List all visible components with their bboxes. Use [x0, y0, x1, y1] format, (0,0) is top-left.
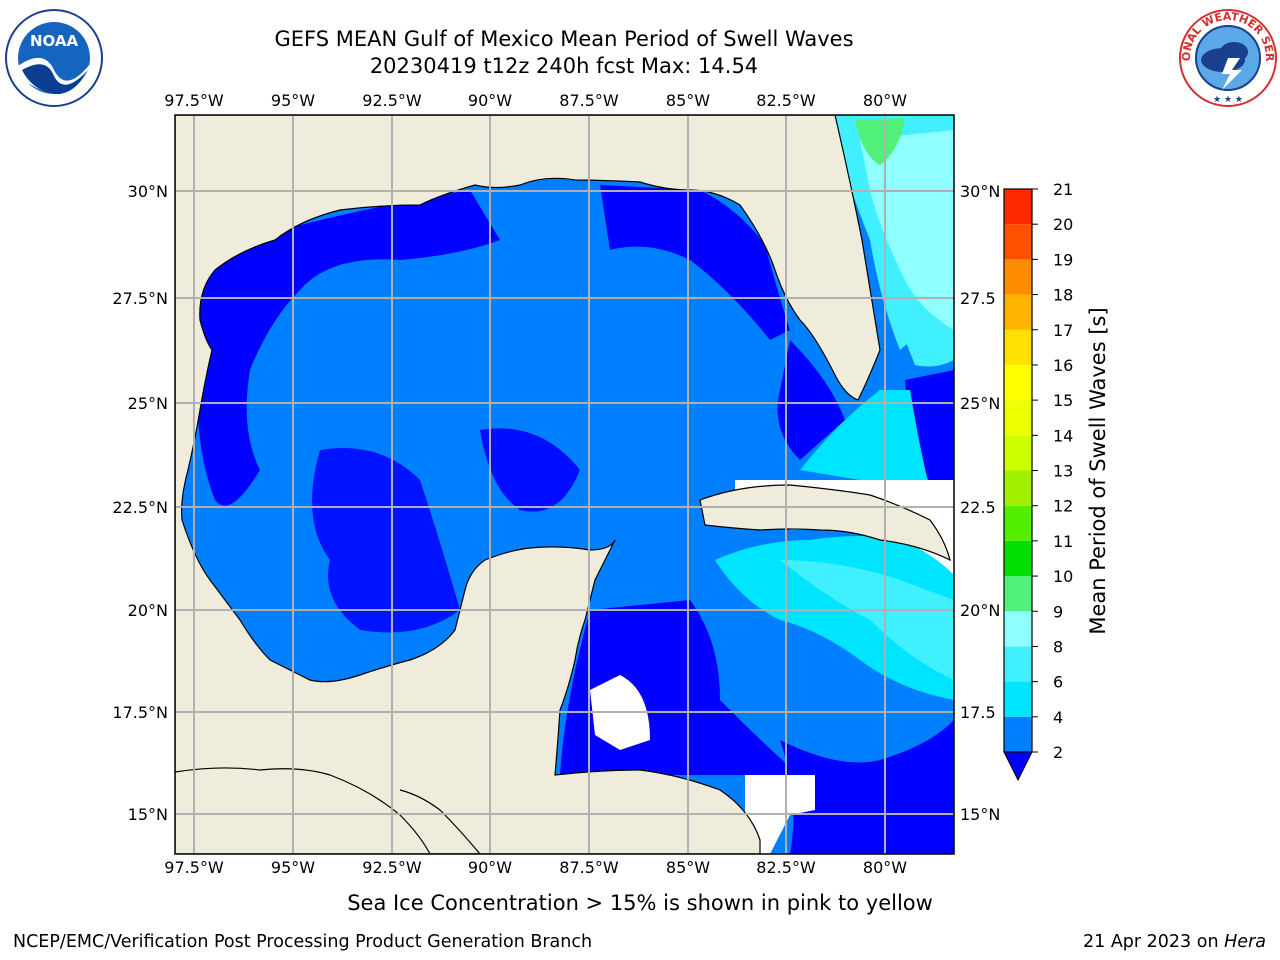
- lon-label: 97.5°W: [164, 858, 224, 877]
- lon-label: 87.5°W: [559, 858, 619, 877]
- colorbar-tick-label: 19: [1053, 250, 1073, 269]
- colorbar-bin: [1004, 470, 1032, 506]
- colorbar-extend-arrow: [1003, 751, 1033, 782]
- colorbar-bin: [1004, 259, 1032, 295]
- chart-subtitle: 20230419 t12z 240h fcst Max: 14.54: [369, 54, 759, 78]
- nws-stars: ★ ★ ★: [1213, 95, 1243, 105]
- colorbar-tick-label: 4: [1053, 708, 1063, 727]
- pacific-coastline: [175, 767, 481, 854]
- producer-credit: NCEP/EMC/Verification Post Processing Pr…: [13, 932, 593, 952]
- graticule: [175, 115, 954, 854]
- lat-label: 15°N: [960, 805, 1000, 824]
- colorbar-bin: [1004, 611, 1032, 647]
- colorbar: [1003, 188, 1033, 782]
- run-date-text: 21 Apr 2023 on: [1082, 932, 1219, 952]
- lon-label: 92.5°W: [362, 858, 422, 877]
- colorbar-tick-label: 11: [1053, 532, 1073, 551]
- lon-label: 85°W: [666, 858, 710, 877]
- swell-period-9-10-field: [855, 118, 905, 165]
- lat-labels-right: 30°N 27.5 25°N 22.5 20°N 17.5 15°N: [960, 182, 1000, 824]
- lon-labels-top: 97.5°W 95°W 92.5°W 90°W 87.5°W 85°W 82.5…: [164, 91, 907, 110]
- colorbar-tick-label: 10: [1053, 567, 1073, 586]
- chart-title: GEFS MEAN Gulf of Mexico Mean Period of …: [274, 27, 854, 51]
- colorbar-bin: [1004, 400, 1032, 436]
- lat-label: 25°N: [960, 394, 1000, 413]
- colorbar-tick-label: 18: [1053, 286, 1073, 305]
- lon-label: 82.5°W: [756, 91, 816, 110]
- lat-label: 22.5°N: [112, 498, 168, 517]
- lat-label: 20°N: [960, 601, 1000, 620]
- lat-label: 15°N: [128, 805, 168, 824]
- colorbar-tick-label: 20: [1053, 215, 1073, 234]
- colorbar-tick-label: 21: [1053, 180, 1073, 199]
- colorbar-tick-label: 16: [1053, 356, 1073, 375]
- lon-labels-bottom: 97.5°W 95°W 92.5°W 90°W 87.5°W 85°W 82.5…: [164, 858, 907, 877]
- land-north-central-america: [175, 115, 881, 854]
- colorbar-tick-label: 6: [1053, 673, 1063, 692]
- swell-period-4-6-field: [715, 390, 954, 700]
- colorbar-bin: [1004, 681, 1032, 717]
- colorbar-bin: [1004, 435, 1032, 471]
- colorbar-bin: [1004, 540, 1032, 577]
- lat-label: 30°N: [128, 182, 168, 201]
- lon-label: 92.5°W: [362, 91, 422, 110]
- colorbar-tick-label: 17: [1053, 321, 1073, 340]
- noaa-logo-text: NOAA: [30, 32, 79, 50]
- lon-label: 82.5°W: [756, 858, 816, 877]
- lat-label: 22.5: [960, 498, 996, 517]
- colorbar-bin: [1004, 646, 1032, 682]
- colorbar-tick-label: 14: [1053, 426, 1073, 445]
- sea-ice-note: Sea Ice Concentration > 15% is shown in …: [347, 891, 933, 915]
- colorbar-bin: [1004, 189, 1032, 225]
- lon-label: 95°W: [271, 858, 315, 877]
- lat-label: 17.5: [960, 703, 996, 722]
- lon-label: 97.5°W: [164, 91, 224, 110]
- swell-period-8-9-field: [860, 130, 954, 330]
- lat-label: 20°N: [128, 601, 168, 620]
- noaa-logo: NOAA: [5, 9, 103, 107]
- lon-label: 80°W: [863, 91, 907, 110]
- colorbar-tick-label: 8: [1053, 637, 1063, 656]
- colorbar-label: Mean Period of Swell Waves [s]: [1086, 307, 1110, 634]
- lat-label: 27.5°N: [112, 289, 168, 308]
- machine-name: Hera: [1224, 932, 1266, 952]
- colorbar-bin: [1004, 505, 1032, 541]
- lat-labels-left: 30°N 27.5°N 25°N 22.5°N 20°N 17.5°N 15°N: [112, 182, 168, 824]
- lon-label: 80°W: [863, 858, 907, 877]
- lon-label: 95°W: [271, 91, 315, 110]
- colorbar-tick-label: 15: [1053, 391, 1073, 410]
- lon-label: 90°W: [468, 858, 512, 877]
- map-area: [175, 115, 954, 854]
- lat-label: 17.5°N: [112, 703, 168, 722]
- lon-label: 87.5°W: [559, 91, 619, 110]
- colorbar-bin: [1004, 329, 1032, 365]
- colorbar-ticks: 2 4 6 8 9 10 11 12 13 14 15 16 17 18 19 20 21: [1032, 180, 1073, 762]
- map-frame: [174, 114, 955, 855]
- lat-label: 25°N: [128, 394, 168, 413]
- lon-label: 90°W: [468, 91, 512, 110]
- run-date: 21 Apr 2023 on Hera: [1083, 932, 1266, 952]
- colorbar-bin: [1004, 294, 1032, 330]
- colorbar-tick-label: 12: [1053, 497, 1073, 516]
- colorbar-bin: [1004, 224, 1032, 260]
- bahamas-swell-field: [905, 330, 954, 367]
- colorbar-tick-label: 2: [1053, 743, 1063, 762]
- colorbar-bin: [1004, 716, 1032, 752]
- colorbar-bin: [1004, 364, 1032, 401]
- national-weather-service-logo: NATIONAL WEATHER SERVICE ★ ★ ★: [1178, 8, 1277, 107]
- colorbar-bin: [1004, 576, 1032, 612]
- colorbar-tick-label: 13: [1053, 462, 1073, 481]
- lat-label: 27.5: [960, 289, 996, 308]
- lat-label: 30°N: [960, 182, 1000, 201]
- lon-label: 85°W: [666, 91, 710, 110]
- land-cuba: [699, 484, 951, 562]
- colorbar-tick-label: 9: [1053, 602, 1063, 621]
